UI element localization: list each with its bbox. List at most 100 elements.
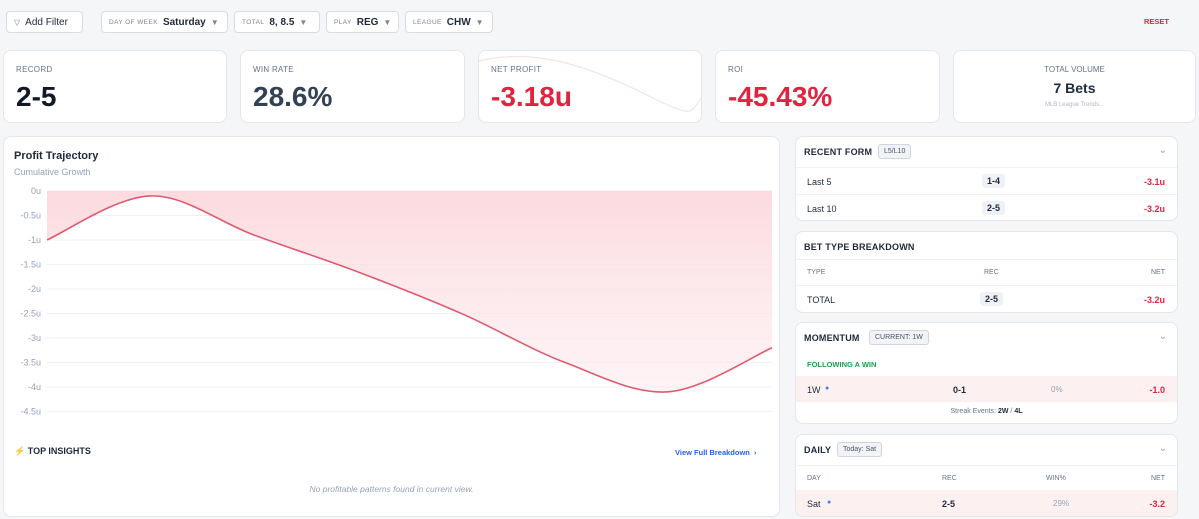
y-tick-label: -1.5u — [20, 259, 41, 269]
filter-label: DAY OF WEEK — [109, 18, 158, 26]
cell: 29% — [1053, 499, 1070, 508]
cell: TOTAL — [807, 295, 836, 305]
stat-label: ROI — [728, 65, 744, 74]
table-row: 1W ● 0-1 0% -1.0 — [796, 376, 1177, 402]
cell: 0-1 — [953, 385, 967, 395]
badge: L5/L10 — [878, 144, 912, 159]
cell: Last 5 — [807, 177, 832, 187]
filter-chip[interactable]: TOTAL 8, 8.5 ▼ — [234, 11, 320, 33]
footer-sep: / — [1010, 408, 1013, 415]
filter-chip[interactable]: LEAGUE CHW ▼ — [405, 11, 493, 33]
header-cell: DAY — [807, 475, 821, 482]
header-cell: NET — [1151, 269, 1165, 276]
volume-value: 7 Bets — [1053, 80, 1096, 96]
panel-title: MOMENTUM — [804, 333, 860, 343]
stat-value: -3.18u — [491, 81, 572, 112]
chart-subtitle: Cumulative Growth — [14, 167, 91, 177]
table-row: TOTAL 2-5 -3.2u — [796, 285, 1177, 311]
filter-chip[interactable]: PLAY REG ▼ — [326, 11, 399, 33]
stat-card: WIN RATE 28.6% — [240, 50, 465, 123]
line-chart: 0u -0.5u -1u -1.5u -2u -2.5u -3u -3.5u -4u -4.5u — [20, 186, 773, 416]
filter-value: 8, 8.5 — [269, 16, 295, 28]
cell: 1-4 — [982, 174, 1006, 188]
panel-title: RECENT FORM — [804, 147, 873, 157]
header-cell: REC — [942, 475, 957, 482]
collapse-icon[interactable]: ⌄ — [1158, 443, 1167, 454]
badge: CURRENT: 1W — [869, 330, 929, 345]
bet-type-panel: BET TYPE BREAKDOWN TYPE REC NET TOTAL 2-5 -3… — [795, 231, 1178, 313]
momentum-panel: MOMENTUM CURRENT: 1W ⌄ FOLLOWING A WIN 1… — [795, 322, 1178, 424]
table-header: TYPE REC NET — [796, 259, 1177, 285]
stat-label: WIN RATE — [253, 65, 294, 74]
reset-button[interactable]: RESET — [1144, 17, 1170, 26]
filter-value: REG — [356, 16, 379, 28]
panel-title: DAILY — [804, 445, 832, 455]
stat-card: ROI -45.43% — [715, 50, 940, 123]
stat-label: NET PROFIT — [491, 65, 542, 74]
y-tick-label: -1u — [28, 235, 41, 245]
cell: -1.0 — [1149, 385, 1165, 395]
y-tick-label: -3.5u — [20, 357, 41, 367]
cell: 2-5 — [942, 499, 956, 509]
filter-value: Saturday — [162, 16, 206, 28]
chart-title: Profit Trajectory — [14, 150, 99, 162]
header-cell: NET — [1151, 475, 1165, 482]
y-tick-label: -2.5u — [20, 308, 41, 318]
table-row: Sat ● 2-5 29% -3.2 — [796, 490, 1177, 516]
y-tick-label: -4.5u — [20, 406, 41, 416]
add-filter-label: Add Filter — [25, 16, 68, 28]
stat-label: RECORD — [16, 65, 53, 74]
y-tick-label: -4u — [28, 382, 41, 392]
cell: -3.1u — [1143, 177, 1165, 187]
sparkline-bg — [479, 55, 701, 112]
collapse-icon[interactable]: ⌄ — [1158, 331, 1167, 342]
filter-label: PLAY — [334, 18, 352, 26]
volume-sub: MLB League Trends... — [1044, 102, 1105, 108]
filter-chip[interactable]: DAY OF WEEK Saturday ▼ — [101, 11, 228, 33]
y-tick-label: -3u — [28, 333, 41, 343]
panel-title: BET TYPE BREAKDOWN — [804, 242, 915, 252]
collapse-icon[interactable]: ⌄ — [1158, 145, 1167, 156]
filter-label: TOTAL — [242, 18, 265, 26]
link-text: View Full Breakdown — [675, 448, 750, 457]
insights-title-text: TOP INSIGHTS — [27, 446, 91, 456]
stat-value: -45.43% — [728, 81, 833, 112]
cell: Last 10 — [807, 204, 837, 214]
filter-label: LEAGUE — [413, 18, 442, 26]
cell: 2-5 — [980, 292, 1004, 306]
header-cell: REC — [984, 269, 999, 276]
stat-value: 2-5 — [16, 81, 57, 112]
table-header: DAY REC WIN% NET — [796, 465, 1177, 491]
y-tick-label: -0.5u — [20, 210, 41, 220]
footer-label: Streak Events: — [950, 408, 997, 415]
recent-form-panel: RECENT FORM L5/L10 ⌄ Last 5 1-4 -3.1u Last… — [795, 136, 1178, 221]
volume-card: TOTAL VOLUME 7 Bets MLB League Trends... — [953, 50, 1196, 123]
cell: 0% — [1051, 385, 1063, 394]
footer-losses: 4L — [1014, 408, 1023, 415]
cell: -3.2u — [1143, 204, 1165, 214]
table-row: Last 10 2-5 -3.2u — [796, 194, 1177, 220]
daily-panel: DAILY Today: Sat ⌄ DAY REC WIN% NET Sat ● 2-5… — [795, 434, 1178, 517]
insights-empty: No profitable patterns found in current … — [309, 484, 474, 494]
add-filter-button[interactable]: ▽ Add Filter — [6, 11, 83, 33]
footer-wins: 2W — [997, 408, 1009, 415]
stat-card: RECORD 2-5 — [3, 50, 227, 123]
badge: Today: Sat — [837, 442, 883, 457]
cell: -3.2 — [1149, 499, 1165, 509]
table-row: Last 5 1-4 -3.1u — [796, 167, 1177, 193]
view-breakdown-link[interactable]: View Full Breakdown › — [675, 448, 757, 457]
section-label: FOLLOWING A WIN — [807, 360, 877, 369]
cell: -3.2u — [1143, 295, 1165, 305]
cell: 2-5 — [982, 201, 1006, 215]
cell: Sat — [807, 499, 821, 509]
y-tick-label: 0u — [31, 186, 41, 196]
y-tick-label: -2u — [28, 284, 41, 294]
insights-title: ⚡ TOP INSIGHTS — [14, 446, 91, 456]
header-cell: TYPE — [807, 269, 826, 276]
chart-panel: Profit Trajectory Cumulative Growth 0u -0… — [3, 136, 780, 517]
filter-value: CHW — [446, 16, 471, 28]
stat-value: 28.6% — [253, 81, 333, 112]
stat-card: NET PROFIT -3.18u — [478, 50, 702, 123]
streak-footer: Streak Events: 2W / 4L — [796, 408, 1177, 415]
